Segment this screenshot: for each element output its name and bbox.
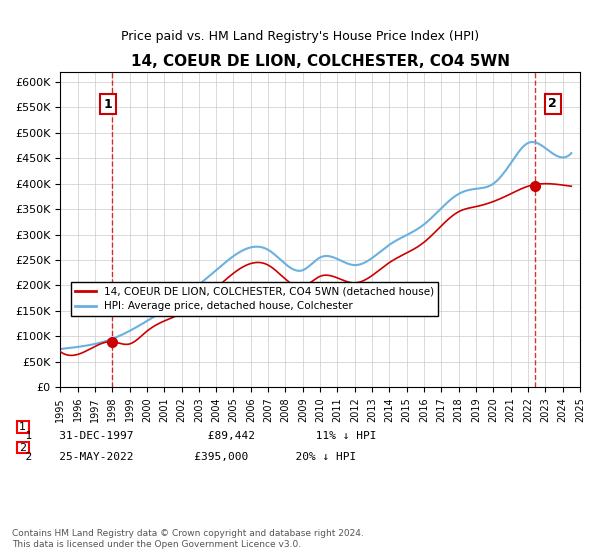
- Text: 1: 1: [103, 97, 112, 111]
- Text: Contains HM Land Registry data © Crown copyright and database right 2024.
This d: Contains HM Land Registry data © Crown c…: [12, 529, 364, 549]
- Legend: 14, COEUR DE LION, COLCHESTER, CO4 5WN (detached house), HPI: Average price, det: 14, COEUR DE LION, COLCHESTER, CO4 5WN (…: [71, 282, 438, 315]
- Text: Price paid vs. HM Land Registry's House Price Index (HPI): Price paid vs. HM Land Registry's House …: [121, 30, 479, 43]
- Text: 2    25-MAY-2022         £395,000       20% ↓ HPI: 2 25-MAY-2022 £395,000 20% ↓ HPI: [12, 452, 356, 462]
- Bar: [17, 422, 29, 433]
- Text: 2: 2: [548, 97, 557, 110]
- Text: 1    31-DEC-1997           £89,442         11% ↓ HPI: 1 31-DEC-1997 £89,442 11% ↓ HPI: [12, 431, 377, 441]
- Text: 1: 1: [19, 422, 26, 432]
- Text: 2: 2: [19, 443, 26, 452]
- Bar: [17, 442, 29, 454]
- Title: 14, COEUR DE LION, COLCHESTER, CO4 5WN: 14, COEUR DE LION, COLCHESTER, CO4 5WN: [131, 54, 509, 69]
